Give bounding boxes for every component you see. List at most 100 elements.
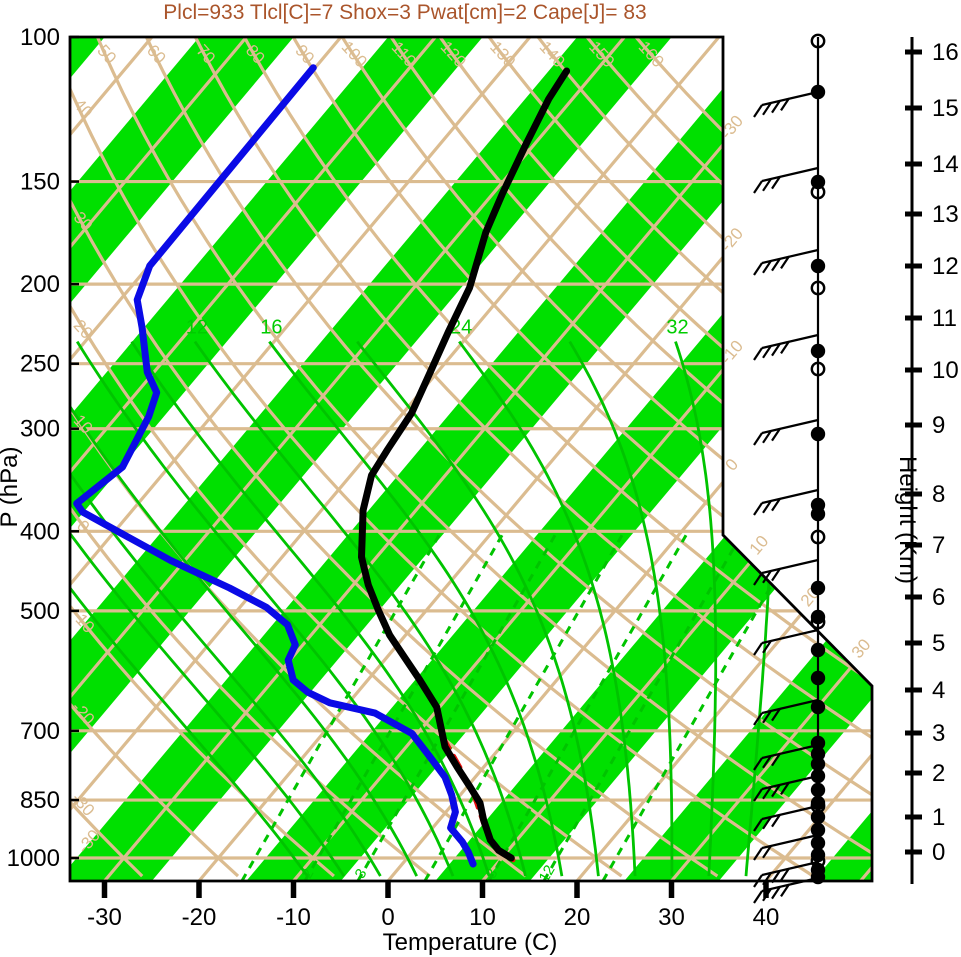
height-tick-label: 4 [932, 677, 945, 704]
height-tick-label: 5 [932, 630, 945, 657]
wind-barb-shaft [761, 248, 819, 265]
wind-barb-shaft [761, 860, 819, 877]
wind-barb-feather [753, 642, 763, 656]
pressure-tick-label: 700 [20, 718, 60, 745]
isotherm-band [624, 37, 872, 881]
isotherm-label: 30 [848, 635, 875, 662]
dry-adiabat [70, 37, 335, 878]
wind-barb-feather [762, 786, 772, 800]
height-tick-label: 0 [932, 839, 945, 866]
moist-adiabat [70, 340, 309, 877]
temperature-tick-label: -20 [182, 904, 217, 931]
wind-barb-feather [780, 867, 790, 882]
dry-adiabat [92, 37, 872, 878]
wind-barb-feather [753, 757, 763, 771]
moist-adiabat [458, 340, 637, 877]
moist-adiabat [70, 340, 346, 877]
wind-level-dot [810, 426, 826, 442]
wind-barb-column [753, 33, 826, 904]
mixing-ratio-label: 3 [352, 866, 371, 882]
pressure-tick-label: 250 [20, 351, 60, 378]
wind-barb-feather [762, 888, 772, 902]
wind-barb-feather [762, 430, 772, 444]
wind-barb [753, 833, 819, 861]
wind-barb-shaft [761, 333, 819, 350]
height-tick-label: 13 [932, 201, 959, 228]
wind-barb [753, 876, 819, 904]
pressure-tick-label: 200 [20, 271, 60, 298]
pressure-tick-label: 100 [20, 24, 60, 51]
y-axis-title: P (hPa) [0, 447, 23, 528]
wind-barb [753, 743, 819, 771]
wind-barb [753, 488, 819, 516]
wind-level-dot [810, 782, 826, 798]
temperature-curve [358, 67, 571, 862]
dry-adiabat [238, 37, 872, 878]
wind-barb-feather [753, 180, 763, 194]
isotherm-band [70, 37, 294, 881]
wind-barb-feather [771, 427, 781, 442]
wind-barb-feather [771, 99, 781, 114]
wind-barb-feather [753, 818, 763, 832]
wind-level-ring [810, 184, 826, 200]
mixing-ratio-label: 12 [536, 862, 559, 885]
moist-adiabat [193, 340, 527, 877]
isotherm-label: -20 [717, 224, 747, 255]
wind-barb-feather [771, 342, 781, 357]
wind-barb-feather [762, 178, 772, 192]
height-tick-label: 15 [932, 95, 959, 122]
dry-adiabat [70, 37, 240, 878]
wind-barb-feather [762, 710, 772, 724]
height-tick-label: 2 [932, 760, 945, 787]
wind-barb [753, 804, 819, 832]
dry-adiabat-label: 90 [291, 41, 318, 68]
dry-adiabat [141, 37, 872, 878]
wind-barb-feather [771, 813, 781, 828]
wind-barb-shaft [761, 804, 819, 821]
wind-barb-feather [762, 755, 772, 769]
wind-barb-feather [762, 640, 772, 654]
moist-adiabat [356, 340, 600, 877]
wind-level-dot [810, 699, 826, 715]
pressure-tick-label: 850 [20, 787, 60, 814]
wind-level-ring [810, 614, 826, 630]
wind-barb [753, 418, 819, 446]
moist-adiabat-label: 32 [666, 317, 688, 339]
pressure-tick-label: 1000 [7, 845, 60, 872]
wind-barb-feather [771, 497, 781, 512]
wind-barb-feather [762, 816, 772, 830]
wind-barb-feather [780, 340, 790, 355]
dry-adiabat-label: 20 [70, 316, 97, 343]
wind-barb [753, 698, 819, 726]
moist-adiabat [70, 340, 382, 877]
isotherm-label: 0 [721, 455, 742, 474]
wind-barb-feather [762, 260, 772, 274]
height-axis-title: Height (Km) [894, 456, 921, 584]
wind-level-dot [810, 835, 826, 851]
wind-level-ring [810, 33, 826, 49]
wind-barb-feather [771, 752, 781, 767]
moist-adiabat [674, 341, 718, 877]
moist-adiabat [568, 340, 674, 877]
chart-title: Plcl=933 Tlcl[C]=7 Shox=3 Pwat[cm]=2 Cap… [163, 1, 647, 24]
height-tick-label: 7 [932, 532, 945, 559]
wind-level-dot [810, 580, 826, 596]
mixing-ratio-line [423, 533, 625, 881]
wind-barb-feather [771, 869, 781, 884]
wind-barb-feather [753, 712, 763, 726]
x-axis-title: Temperature (C) [383, 929, 558, 956]
wind-level-ring [810, 280, 826, 296]
pressure-tick-label: 150 [20, 169, 60, 196]
wind-barb-feather [762, 102, 772, 116]
moist-adiabat [76, 340, 455, 877]
moist-adiabat [268, 340, 564, 877]
wind-barb-shaft [761, 488, 819, 505]
pressure-tick-label: 300 [20, 416, 60, 443]
wind-barb [753, 90, 819, 118]
wind-barb-feather [771, 707, 781, 722]
wind-level-dot [810, 506, 826, 522]
dry-adiabat [70, 37, 431, 878]
isotherm-line [292, 37, 872, 881]
